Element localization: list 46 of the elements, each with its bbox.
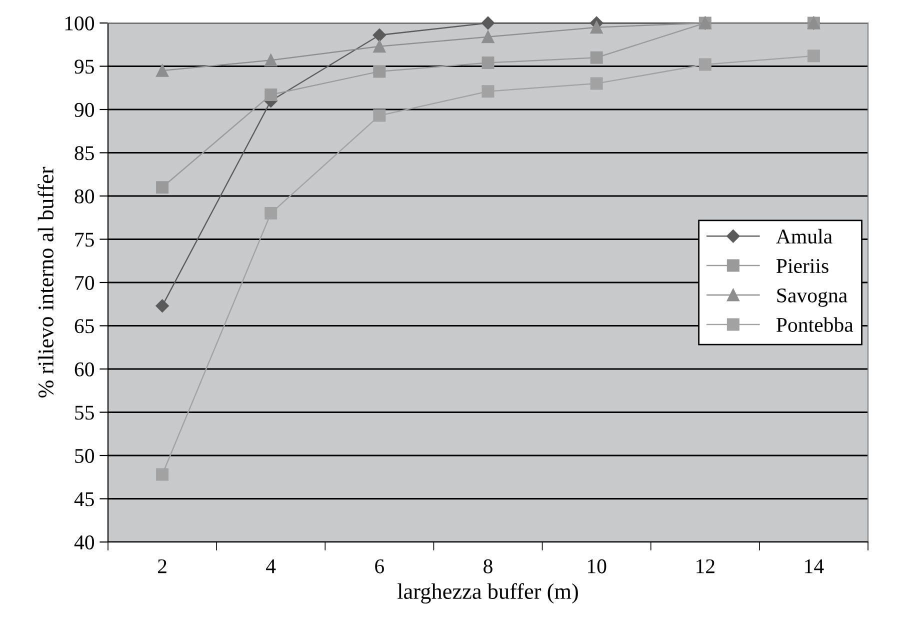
point xyxy=(481,16,495,30)
point xyxy=(264,207,278,220)
y-tick-label: 80 xyxy=(74,189,94,204)
point xyxy=(590,77,603,90)
y-tick-label: 40 xyxy=(74,535,94,550)
point xyxy=(373,40,386,53)
x-tick-label: 8 xyxy=(484,559,492,574)
point xyxy=(590,21,603,34)
point xyxy=(373,109,386,122)
legend-label: Pieriis xyxy=(776,259,828,274)
y-tick-label: 75 xyxy=(75,232,94,247)
y-axis-title: % rilievo interno al buffer xyxy=(38,166,54,398)
y-tick-label: 50 xyxy=(75,448,94,463)
x-tick-label: 6 xyxy=(375,559,384,574)
x-tick-label: 2 xyxy=(158,559,166,574)
point xyxy=(156,299,169,312)
x-axis-title: larghezza buffer (m) xyxy=(398,583,578,604)
x-tick-label: 14 xyxy=(805,559,824,574)
y-tick-label: 70 xyxy=(75,276,94,290)
point xyxy=(156,468,169,481)
point xyxy=(698,58,712,71)
y-tick-label: 95 xyxy=(74,60,94,74)
point xyxy=(482,30,494,44)
x-tick-label: 12 xyxy=(696,559,714,574)
point xyxy=(156,64,169,77)
point xyxy=(373,65,386,78)
y-tick-label: 65 xyxy=(74,319,94,334)
point xyxy=(264,88,278,102)
y-tick-label: 90 xyxy=(74,102,94,117)
y-tick-label: 60 xyxy=(74,362,94,376)
legend-label: Amula xyxy=(776,228,832,244)
x-tick-label: 4 xyxy=(266,559,276,574)
point xyxy=(264,54,278,66)
legend-label: Pontebba xyxy=(776,317,854,332)
y-tick-label: 55 xyxy=(75,406,94,420)
y-tick-label: 100 xyxy=(65,16,94,30)
y-tick-label: 85 xyxy=(74,146,94,160)
point xyxy=(372,28,386,42)
x-tick-label: 10 xyxy=(588,559,606,574)
point xyxy=(482,85,494,98)
point xyxy=(156,181,169,194)
legend-label: Savogna xyxy=(777,288,848,307)
point xyxy=(807,50,820,62)
point xyxy=(482,56,494,70)
y-tick-label: 45 xyxy=(74,492,94,506)
point xyxy=(590,51,603,64)
